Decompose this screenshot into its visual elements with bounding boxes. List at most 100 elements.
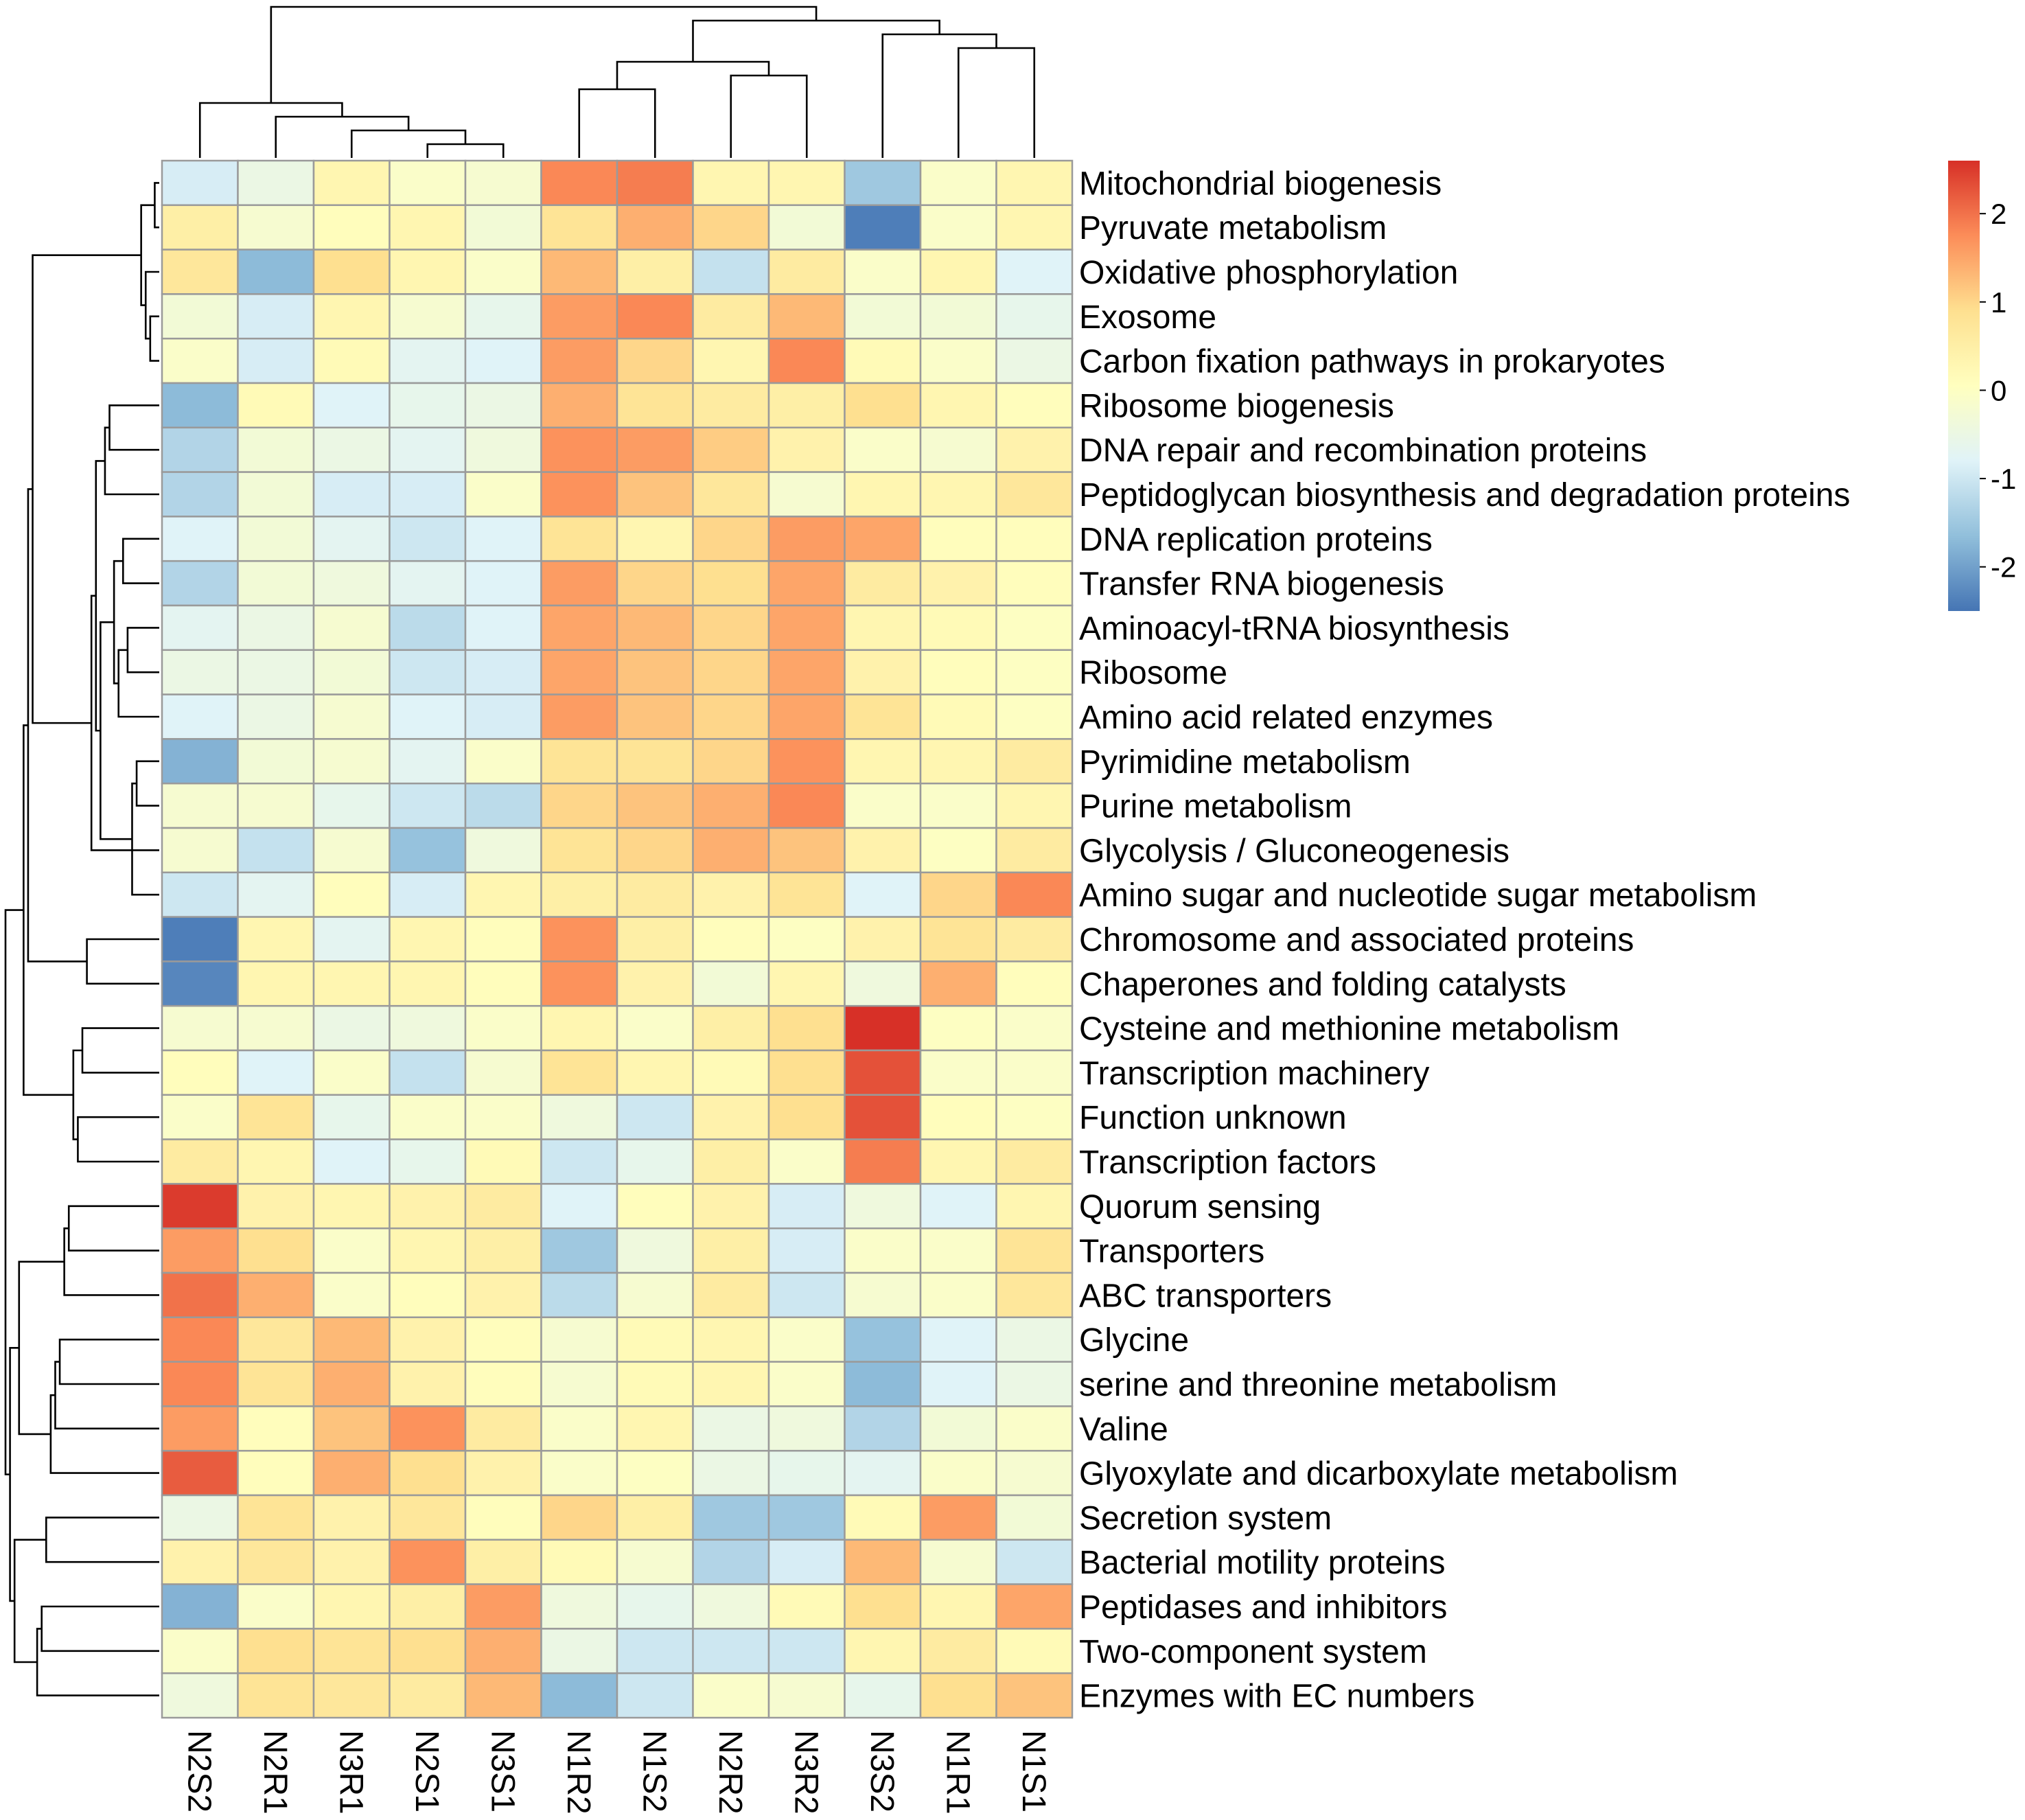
- heatmap-cell: [844, 1316, 922, 1363]
- heatmap-cell: [767, 1138, 846, 1185]
- heatmap-cell: [389, 1004, 467, 1052]
- heatmap-cell: [389, 1227, 467, 1274]
- heatmap-cell: [844, 516, 922, 562]
- column-dendrogram-link: [275, 115, 410, 158]
- row-label: serine and threonine metabolism: [1079, 1367, 1557, 1403]
- scale-tick-label: -2: [1991, 551, 2016, 584]
- heatmap-cell: [389, 1049, 467, 1096]
- heatmap-cell: [844, 204, 922, 251]
- heatmap-cell: [844, 1672, 922, 1719]
- heatmap-cell: [237, 1672, 315, 1719]
- column-dendrogram-link: [692, 19, 940, 62]
- heatmap-cell: [919, 1138, 997, 1185]
- heatmap-cell: [161, 604, 239, 652]
- column-dendrogram-link: [426, 143, 505, 158]
- heatmap-cell: [616, 1583, 694, 1630]
- heatmap-cell: [995, 382, 1074, 429]
- heatmap-cell: [389, 649, 467, 695]
- heatmap-cell: [161, 204, 239, 251]
- heatmap-cell: [312, 1316, 391, 1363]
- heatmap-cell: [389, 204, 467, 251]
- row-label: Purine metabolism: [1079, 789, 1352, 825]
- heatmap-cell: [312, 516, 391, 562]
- heatmap-cell: [919, 1049, 997, 1096]
- heatmap-cell: [161, 782, 239, 829]
- row-dendrogram-link: [108, 404, 159, 451]
- row-dendrogram-link: [36, 1628, 159, 1696]
- heatmap-cell: [919, 871, 997, 918]
- heatmap-cell: [616, 827, 694, 874]
- column-dendrogram-link: [957, 47, 1036, 158]
- heatmap-cell: [464, 204, 542, 251]
- heatmap-cell: [540, 649, 618, 695]
- row-label: Glyoxylate and dicarboxylate metabolism: [1079, 1456, 1678, 1493]
- heatmap-cell: [237, 426, 315, 473]
- heatmap-cell: [312, 1583, 391, 1630]
- heatmap-cell: [767, 960, 846, 1007]
- heatmap-cell: [161, 827, 239, 874]
- row-label: Peptidases and inhibitors: [1079, 1589, 1447, 1626]
- heatmap-cell: [237, 1583, 315, 1630]
- heatmap-cell: [464, 337, 542, 384]
- row-label: Transcription factors: [1079, 1144, 1376, 1181]
- heatmap-cell: [237, 382, 315, 429]
- heatmap-cell: [464, 871, 542, 918]
- row-label: Ribosome biogenesis: [1079, 388, 1394, 424]
- heatmap-cell: [616, 1227, 694, 1274]
- heatmap-cell: [616, 1672, 694, 1719]
- heatmap-cell: [844, 1004, 922, 1052]
- column-labels: N2S2 N2R1 N3R1 N2S1 N3S1 N1R2 N1S2 N2R2 N3R2 N3S2…: [181, 1730, 1052, 1815]
- heatmap-cell: [540, 1138, 618, 1185]
- heatmap-cell: [161, 1628, 239, 1674]
- heatmap-cell: [464, 1049, 542, 1096]
- heatmap-cell: [464, 1094, 542, 1140]
- heatmap-cell: [995, 1316, 1074, 1363]
- heatmap-cell: [161, 1183, 239, 1230]
- row-dendrogram-link: [121, 538, 159, 584]
- heatmap-cell: [844, 1361, 922, 1407]
- heatmap-cell: [312, 1539, 391, 1585]
- row-label: Chromosome and associated proteins: [1079, 922, 1634, 958]
- row-label: Bacterial motility proteins: [1079, 1545, 1446, 1581]
- row-dendrogram-link: [100, 621, 132, 840]
- heatmap-cell: [692, 471, 770, 518]
- row-dendrogram-link: [126, 627, 159, 673]
- column-label: N2R2: [712, 1730, 748, 1815]
- heatmap-cell: [389, 1583, 467, 1630]
- heatmap-cell: [844, 249, 922, 295]
- heatmap-cell: [692, 1449, 770, 1497]
- row-label: Enzymes with EC numbers: [1079, 1679, 1474, 1715]
- heatmap-cell: [767, 1227, 846, 1274]
- heatmap-cell: [844, 1628, 922, 1674]
- heatmap-cell: [692, 249, 770, 295]
- heatmap-cell: [919, 293, 997, 340]
- heatmap-cell: [767, 560, 846, 607]
- heatmap-cell: [995, 1049, 1074, 1096]
- heatmap-cell: [389, 516, 467, 562]
- heatmap-cell: [767, 1628, 846, 1674]
- heatmap-cell: [540, 1583, 618, 1630]
- heatmap-cell: [389, 1449, 467, 1497]
- heatmap-cell: [237, 1094, 315, 1140]
- heatmap-cell: [692, 1138, 770, 1185]
- heatmap-cell: [161, 1494, 239, 1541]
- heatmap-cell: [161, 649, 239, 695]
- heatmap-cell: [919, 204, 997, 251]
- heatmap-cell: [312, 1227, 391, 1274]
- heatmap-cell: [161, 1138, 239, 1185]
- column-dendrogram-link: [270, 5, 818, 103]
- column-label: N2S2: [181, 1730, 217, 1812]
- scale-tick-label: 0: [1991, 374, 2006, 406]
- heatmap-cell: [767, 516, 846, 562]
- heatmap-cell: [161, 1227, 239, 1274]
- heatmap-cell: [312, 337, 391, 384]
- heatmap-cell: [237, 1449, 315, 1497]
- row-dendrogram-link: [113, 560, 124, 684]
- heatmap-cell: [616, 1628, 694, 1674]
- heatmap-cell: [767, 293, 846, 340]
- heatmap-cell: [767, 426, 846, 473]
- heatmap-cell: [312, 604, 391, 652]
- heatmap-cell: [161, 293, 239, 340]
- heatmap-cell: [312, 1138, 391, 1185]
- heatmap-cell: [312, 1049, 391, 1096]
